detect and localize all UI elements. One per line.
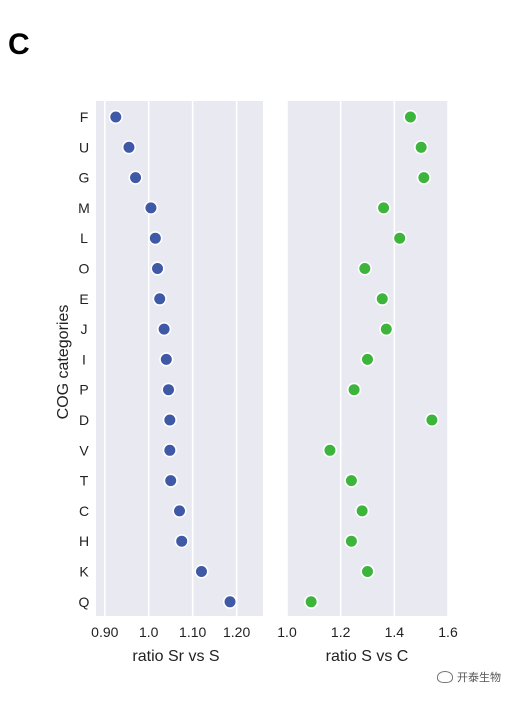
category-label: F: [80, 109, 89, 125]
data-point-P: [161, 382, 176, 397]
x-tick-label: 0.90: [91, 624, 118, 640]
category-label: D: [79, 412, 89, 428]
x-tick-label: 1.10: [179, 624, 206, 640]
category-label: L: [80, 230, 88, 246]
data-point-M: [376, 200, 391, 215]
data-point-L: [392, 231, 407, 246]
category-label: O: [79, 261, 90, 277]
data-point-P: [346, 382, 362, 397]
data-point-J: [157, 322, 172, 337]
data-point-H: [344, 534, 359, 549]
category-label: P: [79, 382, 88, 398]
data-point-T: [163, 473, 178, 488]
category-label: Q: [79, 594, 90, 610]
x-axis-title-right: ratio S vs C: [326, 648, 409, 665]
data-point-G: [128, 170, 143, 185]
data-point-I: [360, 352, 375, 367]
data-point-C: [172, 503, 187, 519]
data-point-V: [162, 443, 177, 458]
panel-label: C: [8, 28, 30, 61]
x-tick-label: 1.20: [223, 624, 250, 640]
watermark-text: 开泰生物: [457, 671, 501, 684]
data-point-O: [357, 261, 372, 276]
data-point-U: [414, 140, 429, 155]
data-point-L: [148, 231, 163, 246]
x-axis-title-left: ratio Sr vs S: [132, 648, 219, 665]
data-point-U: [121, 140, 137, 155]
data-point-G: [416, 170, 431, 185]
y-axis-title: COG categories: [55, 305, 72, 420]
category-label: T: [80, 473, 89, 489]
category-label: V: [79, 442, 89, 458]
data-point-C: [355, 503, 370, 519]
data-point-I: [159, 352, 174, 367]
category-label: E: [79, 291, 88, 307]
grid-lines: [103, 101, 449, 616]
x-tick-label: 1.4: [385, 624, 405, 640]
x-tick-label: 1.2: [331, 624, 351, 640]
data-point-V: [322, 443, 338, 458]
data-point-Q: [304, 594, 319, 609]
data-point-E: [375, 291, 390, 306]
data-point-E: [152, 291, 167, 306]
category-label: I: [82, 351, 86, 367]
category-label: C: [79, 503, 89, 519]
wechat-icon: [437, 671, 453, 683]
category-label: U: [79, 139, 89, 155]
data-point-K: [360, 564, 375, 579]
x-tick-label: 1.6: [438, 624, 458, 640]
data-point-H: [174, 534, 189, 549]
data-point-K: [194, 564, 209, 579]
data-point-F: [108, 109, 123, 125]
panel-background-0: [96, 101, 263, 616]
data-point-D: [424, 412, 440, 428]
watermark: 开泰生物: [437, 669, 501, 685]
category-label: M: [78, 200, 90, 216]
data-points: [108, 109, 440, 609]
x-tick-label: 1.0: [277, 624, 297, 640]
category-label: G: [79, 170, 90, 186]
data-point-F: [403, 109, 418, 125]
category-label: H: [79, 533, 89, 549]
data-point-Q: [222, 594, 238, 609]
category-label: J: [81, 321, 88, 337]
category-label: K: [79, 564, 89, 580]
data-point-J: [379, 322, 394, 337]
data-point-D: [162, 412, 177, 428]
x-tick-label: 1.0: [139, 624, 159, 640]
data-point-M: [143, 200, 159, 215]
data-point-O: [150, 261, 165, 276]
data-point-T: [344, 473, 359, 488]
x-tick-labels: 0.90 1.0 1.10 1.20 1.0 1.2 1.4 1.6: [91, 624, 458, 640]
